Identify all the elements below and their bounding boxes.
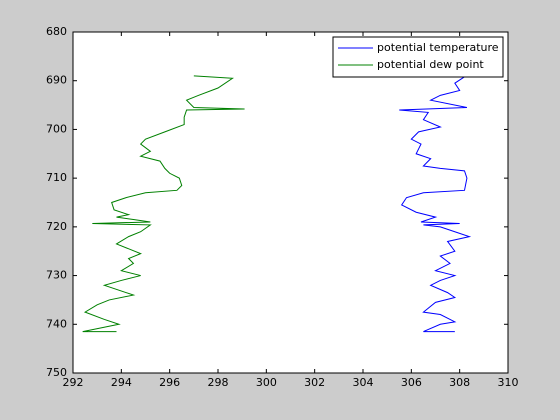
series-line — [82, 75, 245, 333]
x-tick-label: 298 — [208, 376, 229, 389]
y-tick-label: 680 — [46, 25, 67, 38]
x-tick-label: 292 — [63, 376, 84, 389]
x-tick-label: 308 — [449, 376, 470, 389]
x-tick-label: 302 — [304, 376, 325, 389]
x-tick-label: 304 — [353, 376, 374, 389]
y-tick-label: 710 — [46, 171, 67, 184]
y-tick-label: 690 — [46, 74, 67, 87]
y-tick-label: 730 — [46, 269, 67, 282]
x-tick-label: 300 — [256, 376, 277, 389]
x-tick-label: 306 — [401, 376, 422, 389]
y-tick-label: 740 — [46, 317, 67, 330]
y-tick-label: 720 — [46, 220, 67, 233]
y-tick-label: 700 — [46, 122, 67, 135]
legend-box — [332, 36, 504, 78]
legend-label: potential dew point — [377, 58, 484, 71]
x-tick-label: 310 — [498, 376, 519, 389]
legend-label: potential temperature — [377, 41, 499, 54]
series-line — [399, 75, 472, 333]
plot-area — [72, 31, 509, 374]
x-tick-label: 296 — [159, 376, 180, 389]
y-tick-label: 750 — [46, 366, 67, 379]
x-tick-label: 294 — [111, 376, 132, 389]
